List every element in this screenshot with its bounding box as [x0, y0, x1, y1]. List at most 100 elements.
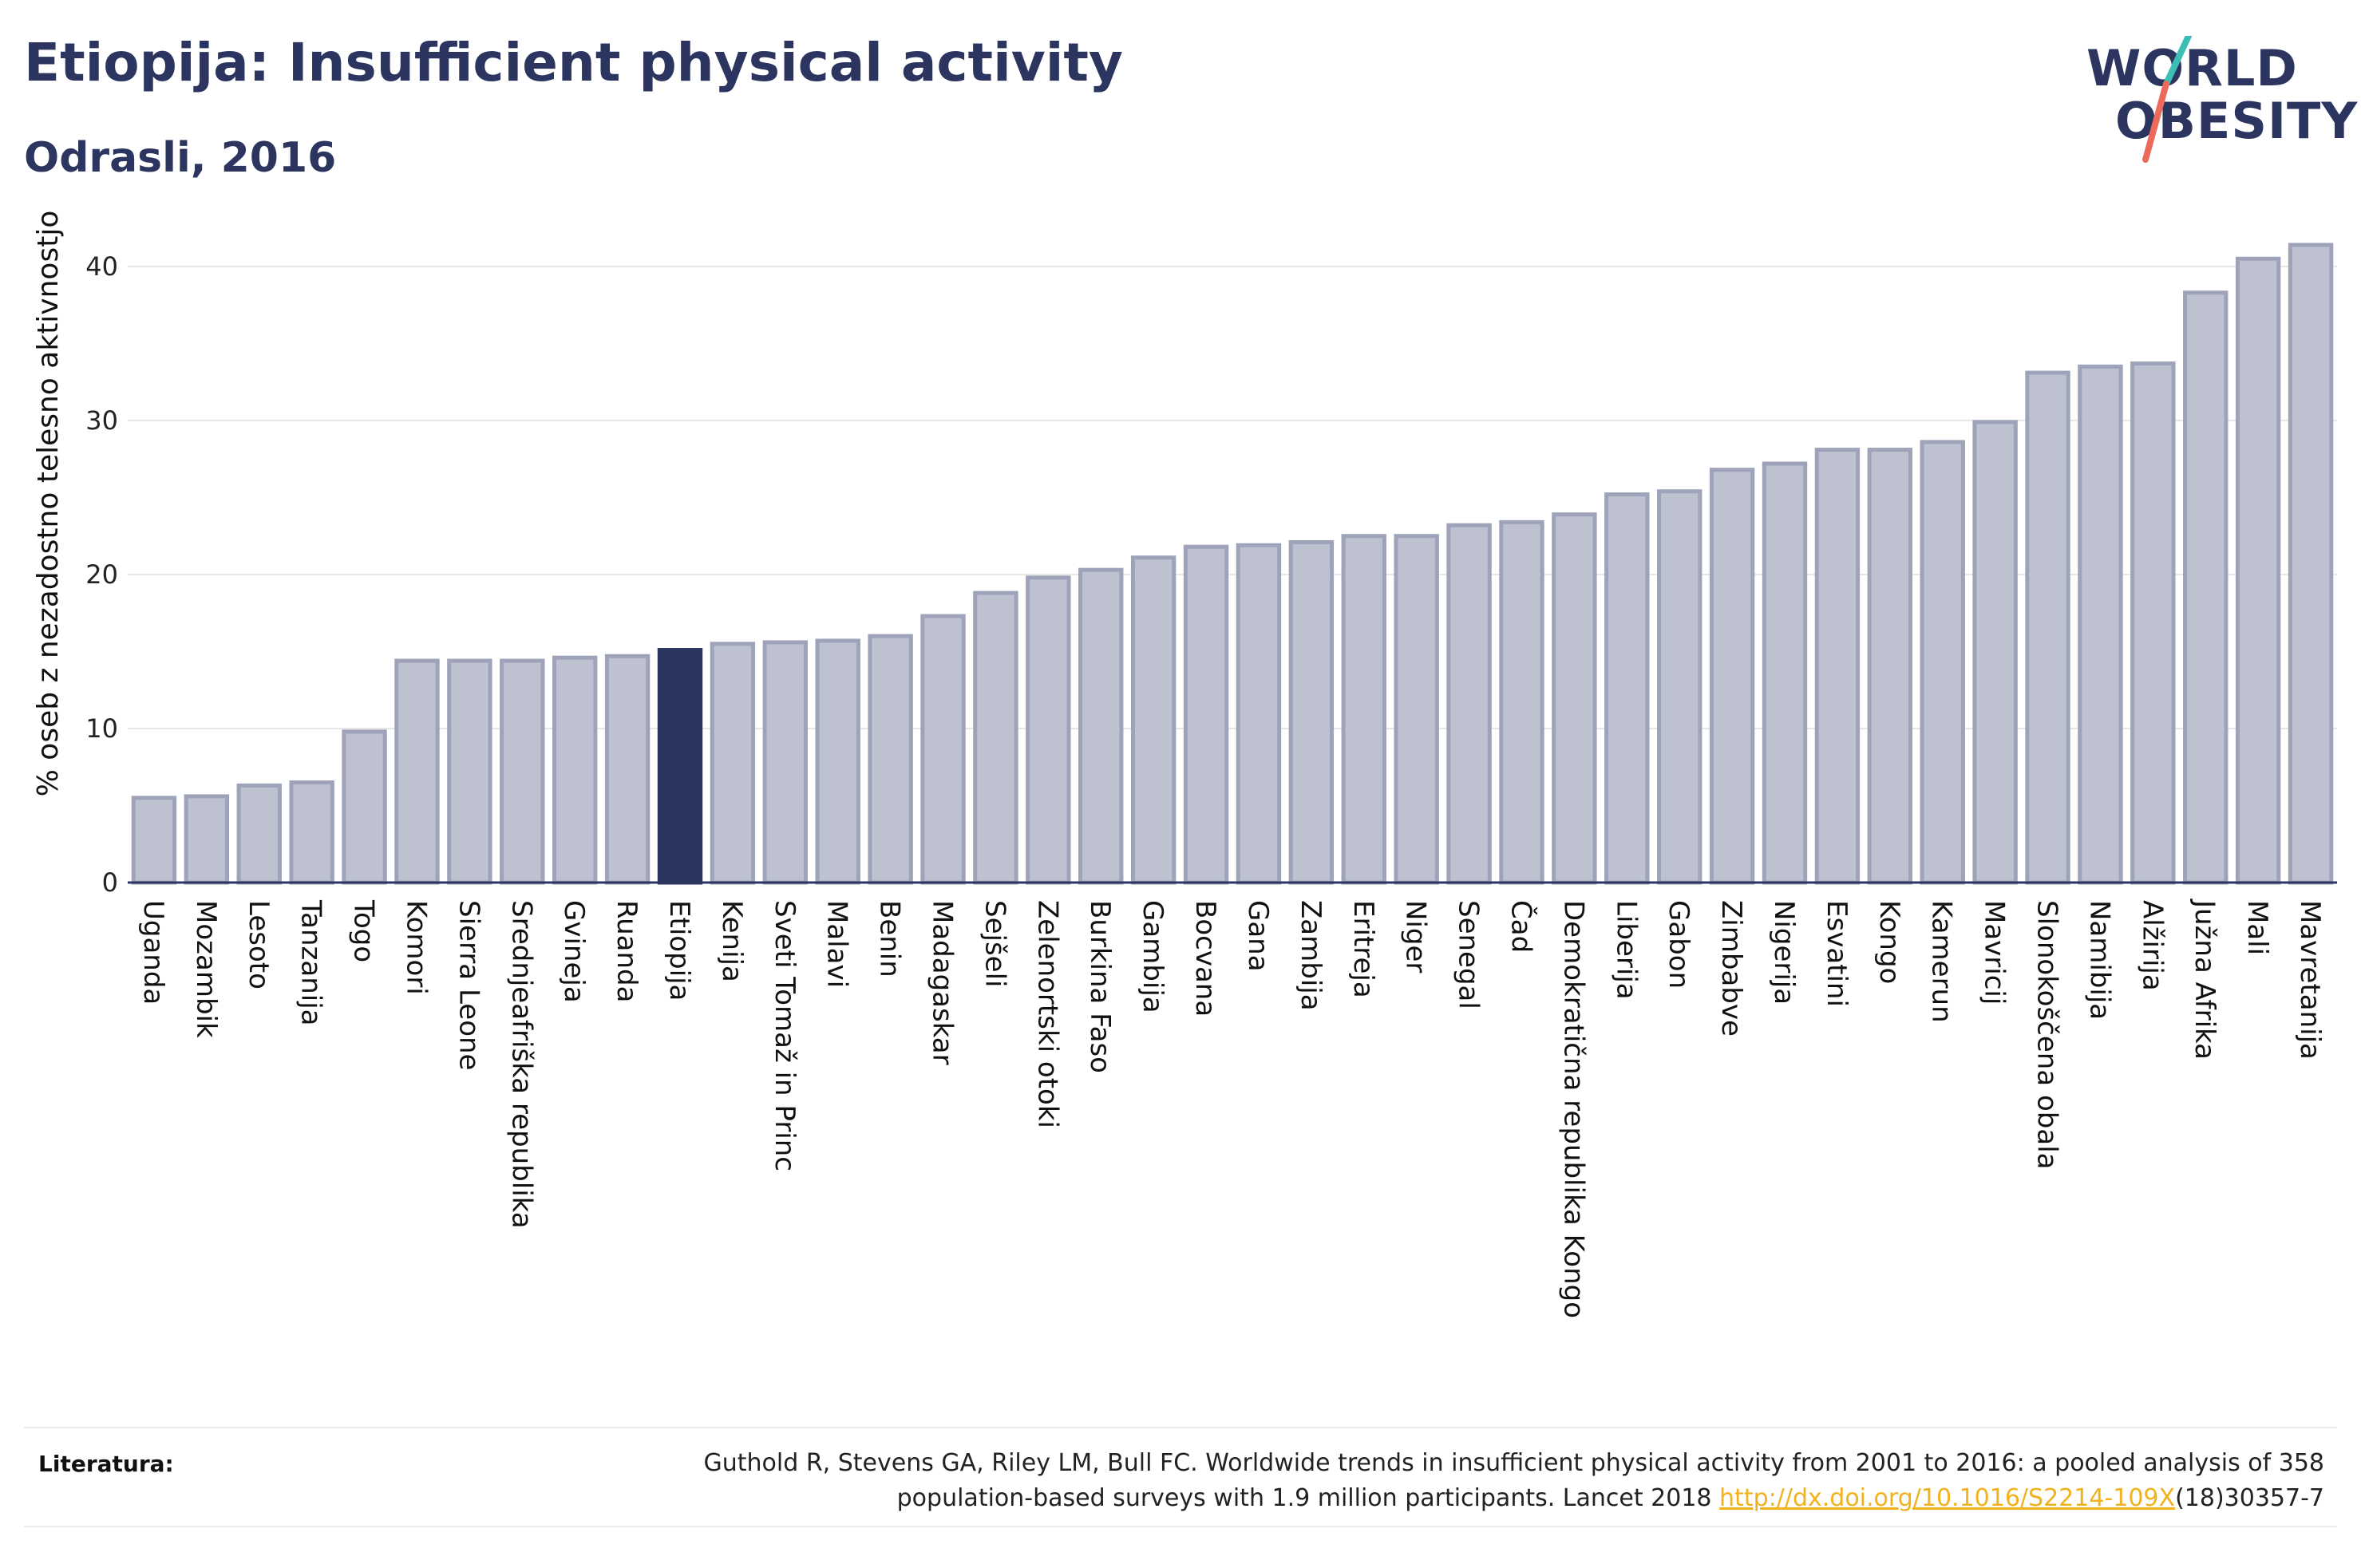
- reference-label: Literatura:: [38, 1451, 174, 1477]
- bar: [1604, 492, 1650, 885]
- y-tick-label: 20: [85, 559, 118, 590]
- bar: [236, 783, 282, 885]
- x-tick-label: Etiopija: [663, 900, 695, 1001]
- bar: [1814, 448, 1861, 885]
- bar: [1236, 543, 1282, 885]
- bar: [973, 590, 1018, 885]
- bar: [762, 640, 809, 885]
- bar: [289, 780, 334, 885]
- bar: [447, 658, 492, 885]
- x-tick-label: Togo: [348, 899, 380, 962]
- reference-line1: Guthold R, Stevens GA, Riley LM, Bull FC…: [703, 1449, 2324, 1477]
- y-tick-label: 10: [85, 713, 118, 744]
- x-tick-label: Zelenortski otoki: [1031, 900, 1063, 1128]
- footer-divider-top: [24, 1427, 2337, 1428]
- bar: [1920, 440, 1965, 885]
- bar-highlight: [657, 648, 703, 885]
- bar: [2130, 361, 2176, 885]
- bar: [1130, 555, 1177, 885]
- footer-divider-bottom: [24, 1526, 2337, 1527]
- x-tick-label: Sejšeli: [979, 900, 1010, 987]
- x-tick-label: Uganda: [137, 900, 169, 1005]
- x-tick-label: Mavricij: [1979, 900, 2011, 1005]
- bar: [1078, 567, 1124, 885]
- bar: [2025, 370, 2070, 885]
- y-tick-label: 30: [85, 405, 118, 436]
- bar: [1446, 523, 1492, 885]
- bar: [1288, 539, 1335, 885]
- bar: [131, 796, 177, 885]
- x-tick-label: Kenija: [716, 900, 748, 982]
- bar: [1499, 519, 1544, 885]
- bar: [1656, 489, 1703, 885]
- x-tick-label: Zimbabve: [1715, 900, 1747, 1037]
- x-tick-label: Liberija: [1610, 900, 1642, 1000]
- x-tick-label: Gana: [1242, 900, 1274, 972]
- bar: [1394, 534, 1439, 885]
- bar: [2078, 364, 2123, 885]
- bar: [552, 655, 598, 885]
- y-tick-label: 40: [85, 251, 118, 282]
- x-tick-label: Eritreja: [1347, 900, 1379, 998]
- reference-line2: population-based surveys with 1.9 millio…: [896, 1484, 1720, 1512]
- bar: [868, 634, 913, 885]
- bar: [394, 658, 440, 885]
- bar: [604, 654, 651, 885]
- bar: [1341, 534, 1386, 885]
- bar: [500, 658, 545, 885]
- x-tick-label: Slonokoščena obala: [2031, 900, 2063, 1169]
- x-tick-label: Gambija: [1137, 900, 1169, 1013]
- chart-title: Etiopija: Insufficient physical activity: [24, 32, 1123, 93]
- x-tick-label: Sveti Tomaž in Princ: [769, 900, 801, 1171]
- x-tick-label: Gvineja: [558, 900, 590, 1003]
- bar: [342, 729, 387, 885]
- x-tick-label: Esvatini: [1821, 900, 1853, 1007]
- x-tick-label: Namibija: [2083, 900, 2115, 1020]
- x-tick-label: Mozambik: [190, 900, 222, 1038]
- bar: [1552, 512, 1597, 885]
- x-tick-label: Demokratična republika Kongo: [1557, 900, 1589, 1318]
- logo-text-line1: WORLD: [2086, 39, 2298, 97]
- x-tick-label: Kongo: [1873, 900, 1905, 984]
- x-tick-label: Nigerija: [1768, 900, 1800, 1005]
- x-tick-label: Bocvana: [1189, 900, 1221, 1017]
- bar: [920, 614, 966, 885]
- bar: [815, 638, 860, 885]
- x-tick-label: Alžirija: [2136, 900, 2168, 991]
- x-tick-label: Gabon: [1663, 900, 1695, 989]
- x-tick-label: Komori: [400, 900, 432, 995]
- x-tick-label: Madagaskar: [927, 900, 959, 1065]
- bar: [1183, 544, 1229, 885]
- x-tick-label: Čad: [1505, 900, 1537, 953]
- x-tick-label: Benin: [874, 900, 906, 978]
- bar: [2183, 290, 2229, 885]
- x-tick-label: Lesoto: [243, 900, 275, 989]
- x-tick-label: Malavi: [821, 900, 853, 988]
- bar-chart: 0 10 20 30 40 % oseb z nezadostno telesno akt…: [32, 211, 2337, 1318]
- reference-text: Guthold R, Stevens GA, Riley LM, Bull FC…: [488, 1446, 2324, 1516]
- world-obesity-logo: WORLD OBESITY: [2075, 36, 2357, 172]
- x-tick-label: Južna Afrika: [2189, 899, 2221, 1060]
- logo-slash-icon: [2142, 36, 2192, 163]
- reference-doi-link[interactable]: http://dx.doi.org/10.1016/S2214-109X: [1719, 1484, 2176, 1512]
- x-tick-label: Srednjeafriška republika: [505, 900, 537, 1229]
- x-tick-label: Zambija: [1295, 900, 1327, 1011]
- x-tick-label: Sierra Leone: [453, 900, 484, 1070]
- y-tick-label: 0: [102, 867, 118, 898]
- bar: [710, 642, 756, 885]
- x-tick-label: Tanzanija: [295, 899, 327, 1025]
- x-tick-label: Mavretanija: [2294, 900, 2326, 1060]
- x-tick-label: Burkina Faso: [1084, 900, 1116, 1073]
- y-axis-label: % oseb z nezadostno telesno aktivnostjo: [32, 211, 65, 797]
- bar: [1709, 468, 1755, 885]
- bar: [2288, 243, 2334, 885]
- bar: [1867, 448, 1913, 885]
- bar: [1972, 420, 2018, 885]
- x-tick-label: Niger: [1400, 900, 1432, 973]
- reference-line2-suffix: (18)30357-7: [2175, 1484, 2324, 1512]
- x-tick-label: Mali: [2241, 900, 2273, 955]
- bar: [1762, 461, 1808, 885]
- x-tick-label: Kamerun: [1926, 900, 1958, 1023]
- x-tick-label: Ruanda: [611, 900, 643, 1002]
- chart-subtitle: Odrasli, 2016: [24, 134, 337, 182]
